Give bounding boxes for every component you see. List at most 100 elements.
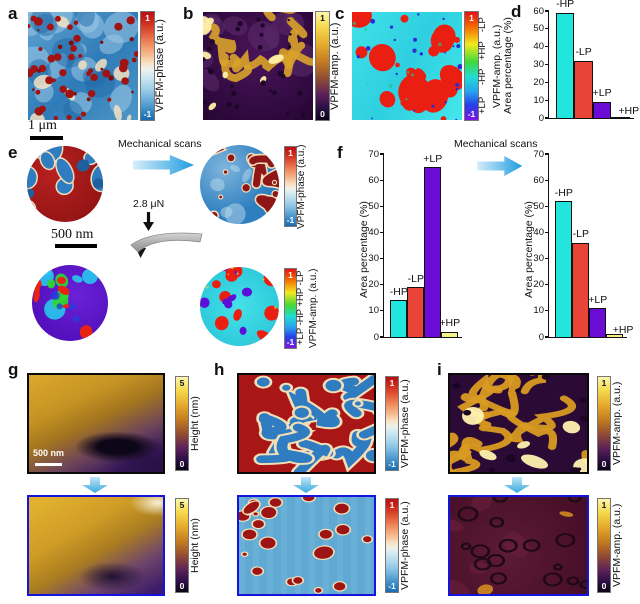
colorbar-h-bottom-tick-top: 1 bbox=[389, 500, 395, 510]
height-image-after bbox=[27, 495, 165, 596]
y-axis-tickmark bbox=[544, 310, 549, 312]
y-axis-tickmark bbox=[544, 257, 549, 260]
y-axis-tickmark bbox=[544, 99, 549, 101]
bar-+LP bbox=[424, 167, 442, 337]
pfm-amp-image-b-texture bbox=[203, 12, 313, 118]
colorbar-b: 1 0 bbox=[315, 11, 330, 121]
colorbar-e-amp: 1 -1 bbox=[284, 268, 297, 349]
bar-label: -LP bbox=[575, 46, 592, 59]
y-axis-tickmark bbox=[544, 117, 549, 119]
colorbar-h-top: 1 -1 bbox=[385, 376, 399, 471]
bar-+HP bbox=[611, 116, 630, 118]
down-arrow-icon-force bbox=[143, 212, 154, 231]
scalebar-a-label: 1 μm bbox=[28, 118, 57, 133]
pfm-phase-circle-before-texture bbox=[27, 146, 103, 219]
colorbar-h-top-label: VPFM-phase (a.u.) bbox=[399, 379, 411, 468]
y-axis-tick: 20 bbox=[533, 279, 544, 291]
panel-label-h: h bbox=[214, 360, 225, 379]
panel-label-a: a bbox=[8, 4, 18, 23]
mechanical-scans-label-e: Mechanical scans bbox=[118, 138, 202, 150]
y-axis-tick: 40 bbox=[533, 41, 544, 53]
y-axis-tickmark bbox=[379, 179, 384, 181]
y-axis-tick: 40 bbox=[368, 226, 379, 238]
colorbar-h-bottom-label: VPFM-phase (a.u.) bbox=[399, 501, 411, 590]
bar-label: +LP bbox=[423, 152, 443, 165]
y-axis-tickmark bbox=[379, 153, 384, 155]
colorbar-g-bottom-label: Height (nm) bbox=[189, 518, 201, 573]
bar-label: +HP bbox=[439, 317, 461, 330]
chart-d-ylabel: Area percentage (%) bbox=[502, 17, 514, 115]
y-axis-tick: 20 bbox=[368, 279, 379, 291]
y-axis-tickmark bbox=[544, 284, 549, 286]
pfm-phase-image-after-h-texture bbox=[239, 497, 374, 594]
colorbar-g-top: 5 0 bbox=[175, 376, 189, 471]
colorbar-e-amp-tick-top: 1 bbox=[288, 270, 293, 280]
colorbar-a-label: VPFM-phase (a.u.) bbox=[154, 19, 166, 113]
colorbar-c: 1 -1 bbox=[464, 11, 479, 121]
down-arrow-icon-i bbox=[504, 477, 530, 493]
colorbar-e-amp-tick-bottom: -1 bbox=[286, 336, 295, 347]
bar-label: -HP bbox=[389, 285, 408, 298]
y-axis-tickmark bbox=[379, 284, 384, 286]
colorbar-e-phase-label: VPFM-phase (a.u.) bbox=[296, 144, 307, 229]
colorbar-c-tick-top: 1 bbox=[469, 13, 474, 23]
colorbar-h-bottom: 1 -1 bbox=[385, 498, 399, 593]
y-axis-tick: 50 bbox=[533, 23, 544, 35]
bar-+HP bbox=[606, 334, 624, 337]
pfm-amp-image-c-texture bbox=[352, 12, 462, 120]
y-axis-tickmark bbox=[379, 231, 384, 234]
bar--HP bbox=[390, 300, 408, 337]
height-image-before bbox=[27, 373, 165, 474]
y-axis-tick: 0 bbox=[538, 112, 544, 124]
pfm-amp-circle-before-texture bbox=[32, 265, 108, 341]
y-axis-tick: 0 bbox=[538, 331, 544, 343]
colorbar-h-bottom-tick-bottom: -1 bbox=[388, 580, 396, 591]
bar-label: +LP bbox=[592, 87, 612, 100]
colorbar-e-phase-tick-top: 1 bbox=[288, 148, 293, 158]
bar--HP bbox=[555, 201, 573, 337]
y-axis-tickmark bbox=[544, 46, 549, 48]
colorbar-e-phase: 1 -1 bbox=[284, 146, 297, 227]
y-axis-tick: 50 bbox=[533, 200, 544, 212]
pfm-phase-image-a-texture bbox=[28, 12, 138, 120]
colorbar-i-top-tick-bottom: 0 bbox=[601, 458, 607, 469]
bar-+LP bbox=[592, 101, 612, 118]
y-axis-tickmark bbox=[544, 10, 549, 12]
right-arrow-icon-e bbox=[133, 155, 195, 175]
chart-f-before-plot: 0 10 20 30 40 50 60 70 -HP -LP +LP +HP bbox=[368, 149, 462, 342]
bar-label: -HP bbox=[554, 186, 573, 199]
y-axis-tick: 20 bbox=[533, 76, 544, 88]
afm-cantilever-icon bbox=[130, 232, 203, 258]
scalebar-a bbox=[30, 136, 63, 140]
colorbar-c-zone-lp-neg: -LP bbox=[477, 17, 488, 33]
panel-label-d: d bbox=[511, 2, 522, 21]
y-axis-tick: 30 bbox=[368, 253, 379, 265]
colorbar-e-amp-label: VPFM-amp. (a.u.) bbox=[308, 268, 319, 348]
bar--HP bbox=[555, 12, 575, 118]
colorbar-h-top-tick-bottom: -1 bbox=[388, 458, 396, 469]
down-arrow-icon-h bbox=[293, 477, 319, 493]
colorbar-e-amp-zones: +LP -HP +HP -LP bbox=[295, 270, 306, 346]
pfm-amp-image-c bbox=[352, 12, 462, 120]
colorbar-h-top-tick-top: 1 bbox=[389, 378, 395, 388]
colorbar-a-tick-top: 1 bbox=[145, 13, 150, 23]
colorbar-b-tick-bottom: 0 bbox=[320, 108, 325, 119]
bar-+HP bbox=[441, 331, 459, 337]
y-axis-tickmark bbox=[379, 336, 384, 338]
y-axis-tick: 40 bbox=[533, 226, 544, 238]
pfm-phase-circle-before bbox=[27, 146, 103, 222]
pfm-amp-image-before-i-texture bbox=[450, 375, 587, 472]
panel-label-e: e bbox=[8, 143, 18, 162]
pfm-phase-image-after-h bbox=[237, 495, 376, 596]
y-axis-tickmark bbox=[544, 179, 549, 181]
bar-+LP bbox=[589, 308, 607, 337]
y-axis-tick: 60 bbox=[533, 5, 544, 17]
pfm-phase-circle-after-texture bbox=[200, 145, 279, 224]
bar-label: +LP bbox=[588, 293, 608, 306]
colorbar-c-tick-bottom: -1 bbox=[467, 108, 476, 119]
bar--LP bbox=[572, 242, 590, 337]
colorbar-c-zone-hp-pos: +HP bbox=[477, 41, 488, 61]
panel-label-i: i bbox=[437, 360, 442, 379]
pfm-amp-image-before-i bbox=[448, 373, 589, 474]
